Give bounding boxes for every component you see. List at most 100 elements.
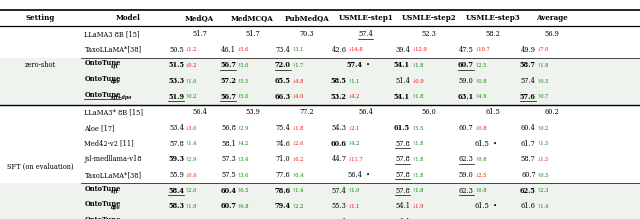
Text: ↓14.8: ↓14.8 — [348, 47, 364, 52]
Text: 60.7: 60.7 — [521, 171, 536, 179]
Text: 57.4: 57.4 — [332, 187, 347, 195]
Text: 56.7: 56.7 — [220, 93, 236, 101]
Text: 66.3: 66.3 — [275, 93, 291, 101]
Text: 58.7: 58.7 — [521, 155, 536, 163]
Text: zero-shot: zero-shot — [25, 62, 56, 69]
Text: 60.4: 60.4 — [521, 124, 536, 132]
Text: 51.5: 51.5 — [168, 62, 184, 69]
Text: OntoTune: OntoTune — [84, 59, 121, 67]
Text: 61.5: 61.5 — [475, 140, 490, 148]
Text: ↑0.5: ↑0.5 — [537, 173, 549, 178]
Text: 49.9: 49.9 — [521, 46, 536, 54]
Text: dpo: dpo — [111, 79, 120, 85]
Text: ↓2.1: ↓2.1 — [348, 125, 360, 131]
Text: ↑1.8: ↑1.8 — [537, 63, 549, 68]
Text: 56.4: 56.4 — [348, 171, 362, 179]
Text: 57.8: 57.8 — [396, 140, 410, 148]
Text: 56.9: 56.9 — [545, 30, 559, 38]
Text: ↓6.2: ↓6.2 — [292, 157, 304, 162]
Text: TaxoLLaMA*[38]: TaxoLLaMA*[38] — [84, 46, 141, 54]
Text: OntoTune: OntoTune — [84, 200, 121, 208]
Text: •: • — [491, 202, 497, 210]
Text: ↑0.8: ↑0.8 — [475, 79, 488, 84]
Text: 61.6: 61.6 — [521, 202, 536, 210]
Text: 57.8: 57.8 — [396, 155, 410, 163]
Text: ↓0.8: ↓0.8 — [475, 125, 488, 131]
Text: 51.7: 51.7 — [245, 30, 260, 38]
Text: 57.2: 57.2 — [220, 77, 236, 85]
Text: 50.5: 50.5 — [170, 46, 184, 54]
Text: ↑4.2: ↑4.2 — [237, 141, 250, 146]
Text: 59.3: 59.3 — [168, 155, 184, 163]
Text: 51.9: 51.9 — [168, 93, 184, 101]
Text: 61.5: 61.5 — [485, 108, 500, 117]
Text: •: • — [364, 171, 370, 179]
Text: MedQA: MedQA — [185, 14, 214, 22]
Text: ↑0.7: ↑0.7 — [537, 94, 549, 99]
Bar — [0, 199, 640, 214]
Text: OntoTune: OntoTune — [84, 75, 121, 83]
Text: Setting: Setting — [26, 14, 55, 22]
Text: 71.0: 71.0 — [276, 155, 291, 163]
Text: 53.3: 53.3 — [168, 77, 184, 85]
Text: 65.5: 65.5 — [275, 77, 291, 85]
Text: sft+dpo: sft+dpo — [111, 95, 131, 100]
Text: ↓4.0: ↓4.0 — [292, 94, 304, 99]
Text: 79.4: 79.4 — [275, 202, 291, 210]
Text: ↑4.2: ↑4.2 — [348, 141, 360, 146]
Text: 59.0: 59.0 — [459, 171, 474, 179]
Text: ↓11.7: ↓11.7 — [348, 157, 364, 162]
Bar — [0, 73, 640, 89]
Text: 56.8: 56.8 — [221, 124, 236, 132]
Text: ↓0.9: ↓0.9 — [412, 79, 424, 84]
Text: 56.0: 56.0 — [422, 108, 436, 117]
Text: 62.3: 62.3 — [459, 155, 474, 163]
Text: ↓3.0: ↓3.0 — [186, 125, 198, 131]
Text: 58.3: 58.3 — [168, 202, 184, 210]
Text: 53.4: 53.4 — [170, 124, 184, 132]
Text: •: • — [491, 140, 497, 148]
Text: 57.4: 57.4 — [347, 62, 362, 69]
Text: 56.4: 56.4 — [358, 108, 373, 117]
Text: sft: sft — [111, 189, 118, 194]
Text: dpo: dpo — [111, 205, 120, 210]
Text: SFT (on evaluation): SFT (on evaluation) — [7, 163, 74, 171]
Text: ↑1.6: ↑1.6 — [186, 79, 198, 84]
Text: ↑1.8: ↑1.8 — [412, 141, 424, 146]
Text: 78.9: 78.9 — [275, 218, 291, 219]
Text: OntoTune: OntoTune — [84, 185, 121, 193]
Text: 72.0: 72.0 — [275, 62, 291, 69]
Text: ↓1.5: ↓1.5 — [537, 157, 549, 162]
Text: ↓5.6: ↓5.6 — [237, 47, 250, 52]
Text: 57.8: 57.8 — [396, 187, 410, 195]
Text: 60.7: 60.7 — [220, 202, 236, 210]
Text: PubMedQA: PubMedQA — [285, 14, 329, 22]
Text: 52.3: 52.3 — [422, 30, 436, 38]
Text: ↑6.8: ↑6.8 — [237, 204, 250, 209]
Bar — [0, 89, 640, 105]
Text: ↑3.6: ↑3.6 — [237, 173, 250, 178]
Text: 74.6: 74.6 — [276, 140, 291, 148]
Text: 58.5: 58.5 — [331, 77, 347, 85]
Text: ↑1.8: ↑1.8 — [412, 94, 424, 99]
Text: ↓1.2: ↓1.2 — [186, 47, 198, 52]
Text: ↓4.8: ↓4.8 — [292, 79, 304, 84]
Text: Med42-v2 [11]: Med42-v2 [11] — [84, 140, 134, 148]
Text: ↑5.0: ↑5.0 — [237, 94, 250, 99]
Text: ↑1.4: ↑1.4 — [186, 141, 198, 146]
Text: 60.7: 60.7 — [459, 124, 474, 132]
Text: 58.2: 58.2 — [168, 218, 184, 219]
Text: Aloe [17]: Aloe [17] — [84, 124, 115, 132]
Text: ↑0.4: ↑0.4 — [292, 173, 304, 178]
Text: 57.8: 57.8 — [396, 171, 410, 179]
Text: ↑5.5: ↑5.5 — [237, 79, 250, 84]
Text: ↑1.8: ↑1.8 — [412, 173, 424, 178]
Text: 57.4: 57.4 — [358, 30, 373, 38]
Text: 42.6: 42.6 — [332, 46, 347, 54]
Text: Model: Model — [115, 14, 140, 22]
Text: 57.4: 57.4 — [521, 77, 536, 85]
Text: 54.1: 54.1 — [395, 218, 410, 219]
Text: 53.2: 53.2 — [331, 93, 347, 101]
Text: ↓4.2: ↓4.2 — [348, 94, 360, 99]
Text: 75.4: 75.4 — [276, 124, 291, 132]
